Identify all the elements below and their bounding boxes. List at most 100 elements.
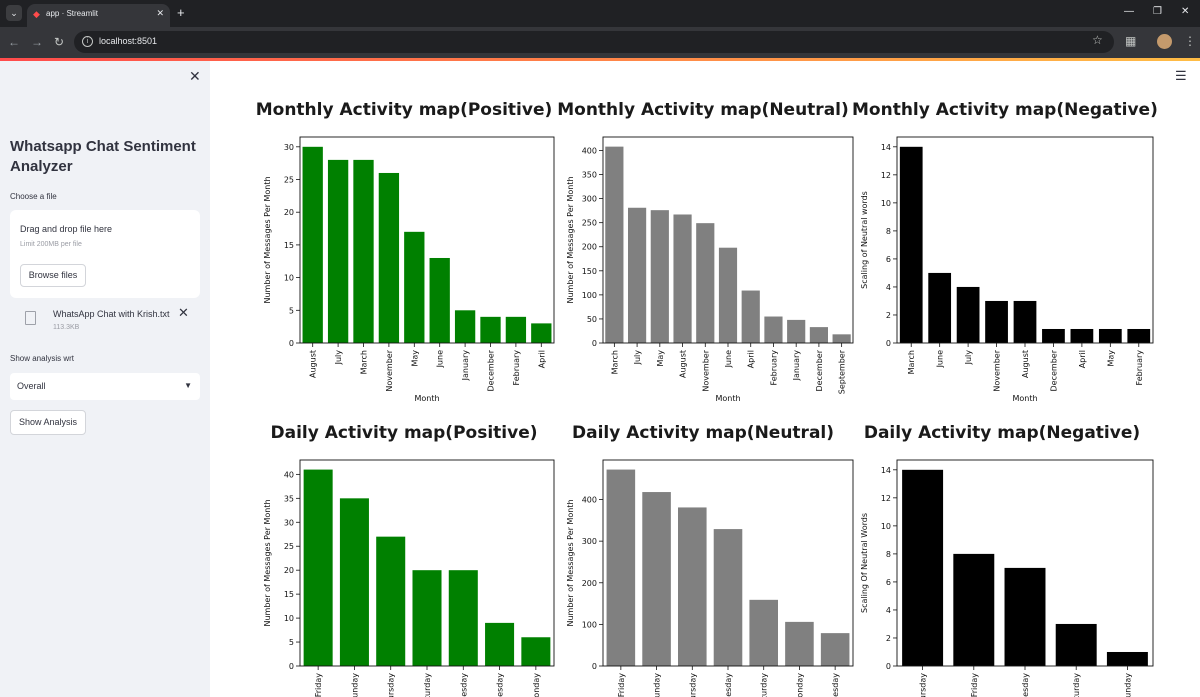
y-tick-label: 0 xyxy=(886,662,891,671)
x-tick-label: November xyxy=(993,349,1002,391)
x-tick-label: unday xyxy=(350,673,359,697)
x-axis-label: Month xyxy=(1012,394,1037,403)
bar xyxy=(985,300,1008,343)
bar xyxy=(956,286,980,343)
close-sidebar-icon[interactable]: ✕ xyxy=(189,68,201,84)
remove-file-icon[interactable]: ✕ xyxy=(178,305,189,320)
extensions-icon[interactable]: ▦ xyxy=(1125,34,1137,48)
chart-title-monthly-positive: Monthly Activity map(Positive) xyxy=(255,100,553,120)
analysis-select[interactable]: Overall ▼ xyxy=(10,373,200,400)
bar xyxy=(899,146,923,343)
x-tick-label: Friday xyxy=(314,673,323,697)
sidebar: ✕ Whatsapp Chat Sentiment Analyzer Choos… xyxy=(0,61,210,697)
plot-frame xyxy=(896,136,1154,344)
x-tick-label: March xyxy=(360,350,369,374)
url-text: localhost:8501 xyxy=(99,36,158,46)
x-tick-label: turday xyxy=(1072,673,1081,697)
x-tick-label: April xyxy=(747,350,756,368)
y-tick-label: 150 xyxy=(582,267,597,276)
streamlit-accent-bar xyxy=(0,58,1200,61)
browse-files-button[interactable]: Browse files xyxy=(20,264,86,287)
url-field[interactable]: i localhost:8501 ☆ xyxy=(74,31,1114,53)
back-arrow-icon[interactable]: ← xyxy=(8,35,20,49)
reload-icon[interactable]: ↻ xyxy=(54,35,65,49)
x-tick-label: esday xyxy=(496,673,505,697)
bar xyxy=(673,214,692,343)
bar xyxy=(928,272,952,343)
browser-address-bar: ← → ↻ i localhost:8501 ☆ ▦ ⋮ xyxy=(0,27,1200,58)
x-tick-label: July xyxy=(964,350,973,366)
tab-search-button[interactable]: ⌄ xyxy=(6,5,22,21)
file-dropzone[interactable]: Drag and drop file here Limit 200MB per … xyxy=(10,210,200,298)
bar xyxy=(749,599,778,666)
bar xyxy=(485,622,515,666)
x-tick-label: aturday xyxy=(760,673,769,697)
y-axis-label: Number of Messages Per Month xyxy=(566,176,575,303)
bar xyxy=(953,553,995,666)
x-tick-label: August xyxy=(679,350,688,378)
bar xyxy=(1004,567,1046,666)
x-tick-label: January xyxy=(792,350,801,382)
bar xyxy=(378,172,400,343)
x-tick-label: May xyxy=(656,350,665,367)
x-tick-label: Sunday xyxy=(653,673,662,697)
y-tick-label: 100 xyxy=(582,620,597,629)
browser-menu-icon[interactable]: ⋮ xyxy=(1184,34,1196,48)
x-tick-label: uesday xyxy=(459,673,468,697)
x-tick-label: esday xyxy=(1021,673,1030,697)
bookmark-star-icon[interactable]: ☆ xyxy=(1092,33,1103,47)
bar xyxy=(809,327,828,343)
bar xyxy=(1042,328,1065,343)
plot-frame xyxy=(299,136,555,344)
app-menu-icon[interactable]: ☰ xyxy=(1175,68,1187,83)
y-tick-label: 0 xyxy=(289,339,294,348)
x-tick-label: ursday xyxy=(919,673,928,697)
forward-arrow-icon[interactable]: → xyxy=(31,35,43,49)
tab-close-icon[interactable]: ✕ xyxy=(156,8,164,18)
bar-chart-monthly-negative: 0 2 4 6 8 10 12 14 March June July November August De… xyxy=(860,136,1154,403)
y-tick-label: 25 xyxy=(284,542,294,551)
y-tick-label: 30 xyxy=(284,518,294,527)
bar xyxy=(1098,328,1122,343)
x-tick-label: November xyxy=(701,349,710,391)
browser-tab[interactable]: ◆ app · Streamlit ✕ xyxy=(27,4,170,27)
x-tick-label: December xyxy=(1049,349,1058,391)
y-tick-label: 400 xyxy=(582,146,597,155)
x-tick-label: December xyxy=(487,349,496,391)
bar xyxy=(339,498,369,666)
y-tick-label: 300 xyxy=(582,195,597,204)
bar xyxy=(521,637,551,666)
site-info-icon[interactable]: i xyxy=(82,36,93,47)
plot-frame xyxy=(602,136,854,344)
y-tick-label: 10 xyxy=(284,274,294,283)
bar xyxy=(713,529,743,666)
file-icon xyxy=(25,311,36,325)
x-tick-label: February xyxy=(512,350,521,386)
minimize-button[interactable]: — xyxy=(1124,6,1134,17)
y-tick-label: 12 xyxy=(881,171,891,180)
bar xyxy=(376,536,406,666)
show-analysis-button[interactable]: Show Analysis xyxy=(10,410,86,435)
bar xyxy=(718,247,738,343)
bar-chart-monthly-neutral: 0 50 100 150 200 250 300 350 400 March July May Augu… xyxy=(566,136,854,403)
bar-chart-daily-negative: 0 2 4 6 8 10 12 14 ursday Friday esday turday unday S… xyxy=(860,459,1154,697)
x-tick-label: December xyxy=(815,349,824,391)
x-tick-label: March xyxy=(907,350,916,374)
bar xyxy=(628,207,647,343)
restore-button[interactable]: ❐ xyxy=(1153,6,1162,17)
x-tick-label: June xyxy=(436,350,445,369)
bar xyxy=(606,469,636,666)
window-close-button[interactable]: ✕ xyxy=(1181,6,1190,17)
profile-avatar[interactable] xyxy=(1157,34,1172,49)
x-tick-label: July xyxy=(334,350,343,366)
bar-chart-monthly-positive: 0 5 10 15 20 25 30 August July March November May Ju… xyxy=(263,136,555,403)
y-axis-label: Scaling Of Neutral Words xyxy=(860,513,869,613)
y-tick-label: 200 xyxy=(582,243,597,252)
y-tick-label: 2 xyxy=(886,634,891,643)
streamlit-favicon-icon: ◆ xyxy=(33,9,40,19)
bar xyxy=(454,310,476,343)
bar xyxy=(429,257,450,343)
x-tick-label: April xyxy=(537,350,546,368)
x-tick-label: January xyxy=(461,350,470,382)
new-tab-button[interactable]: + xyxy=(177,5,185,20)
